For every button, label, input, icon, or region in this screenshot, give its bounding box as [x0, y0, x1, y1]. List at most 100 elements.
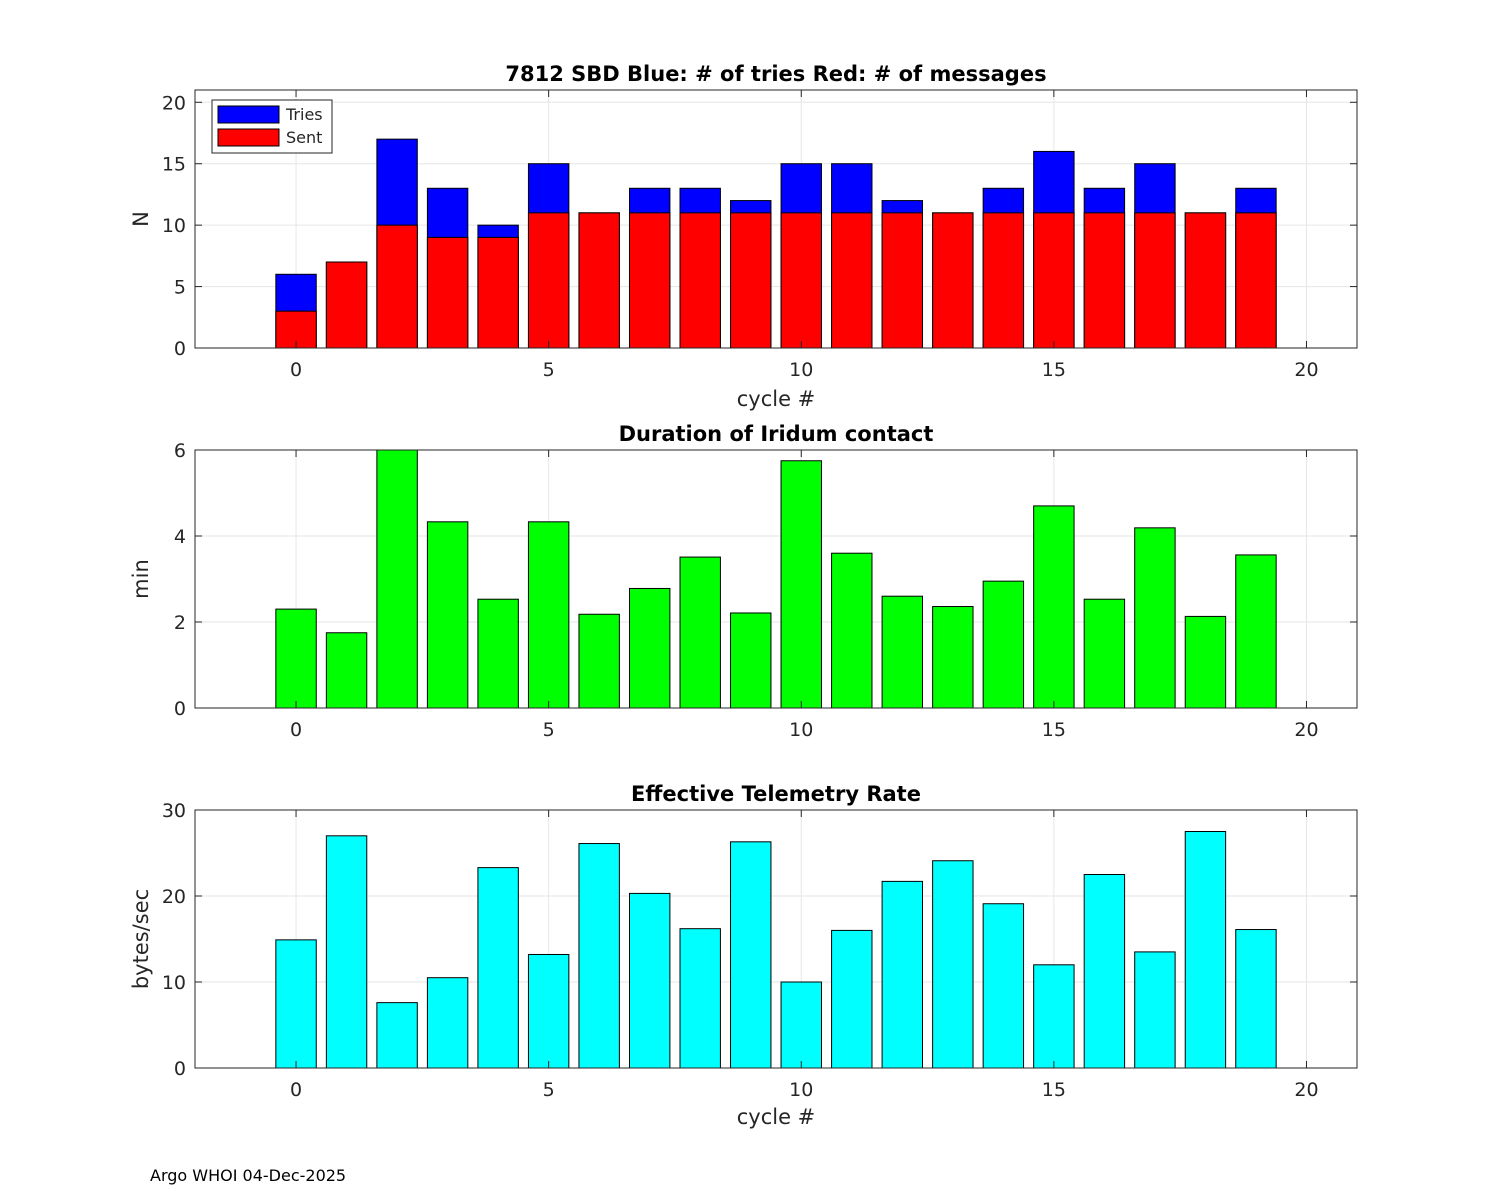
panel1-bar-sent-5 [527, 212, 570, 349]
panel2-bar-duration-13 [932, 606, 974, 709]
panel1-legend-swatch-tries [217, 105, 280, 124]
panel1-xtick-label: 20 [1294, 359, 1318, 381]
panel1-bar-sent-19 [1235, 212, 1277, 349]
panel2-axes-box [194, 449, 1358, 709]
panel1-xtick-label: 15 [1042, 359, 1066, 381]
panel1-ytick-label: 0 [174, 338, 186, 360]
panel2-xtick-label: 15 [1042, 719, 1066, 741]
panel2-bar-duration-5 [527, 521, 570, 709]
panel2-xtick-label: 0 [290, 719, 302, 741]
panel2-bar-duration-9 [730, 612, 772, 709]
panel2-bar-duration-4 [477, 598, 519, 709]
panel3-ytick-label: 20 [162, 886, 186, 908]
panel2-bar-duration-18 [1184, 615, 1227, 709]
panel1-xlabel: cycle # [737, 387, 816, 411]
panel3-bar-rate-4 [477, 867, 519, 1069]
panel3-xtick-label: 20 [1294, 1079, 1318, 1101]
panel3-bar-rate-12 [881, 880, 924, 1069]
panel2-plot-area [195, 450, 1357, 708]
panel1-bar-sent-2 [376, 224, 418, 349]
panel3-bar-rate-7 [628, 892, 671, 1069]
panel1-bar-sent-17 [1134, 212, 1176, 349]
panel2-bar-duration-16 [1083, 598, 1126, 709]
panel3-bar-rate-15 [1033, 964, 1075, 1069]
panel2-bar-duration-1 [325, 632, 368, 709]
panel1-bar-sent-7 [628, 212, 671, 349]
panel2-ytick-label: 6 [174, 440, 186, 462]
panel1-bar-sent-9 [730, 212, 772, 349]
panel3-bar-rate-19 [1235, 929, 1277, 1069]
panel2-bar-duration-2 [376, 449, 418, 709]
panel2-bar-duration-10 [780, 460, 822, 709]
panel1-ytick-label: 5 [174, 277, 186, 299]
panel1-bar-sent-1 [325, 261, 368, 349]
panel3-bar-rate-11 [831, 929, 873, 1069]
panel1-bar-sent-16 [1083, 212, 1126, 349]
panel2-bar-duration-6 [578, 613, 620, 709]
panel1-bar-sent-18 [1184, 212, 1227, 349]
panel2-xtick-label: 5 [543, 719, 555, 741]
panel1-ylabel: N [129, 211, 153, 227]
panel3-xtick-label: 0 [290, 1079, 302, 1101]
panel1-xtick-label: 0 [290, 359, 302, 381]
panel1-ytick-label: 20 [162, 92, 186, 114]
panel3-bar-rate-1 [325, 835, 368, 1069]
panel3-bar-rate-5 [527, 953, 570, 1069]
panel1-legend-swatch-sent [217, 128, 280, 147]
panel3-plot-area [195, 810, 1357, 1068]
footer-credit: Argo WHOI 04-Dec-2025 [150, 1166, 347, 1185]
panel3-axes-box [194, 809, 1358, 1069]
panel2-bar-duration-7 [628, 587, 671, 709]
panel1-legend-label-tries: Tries [285, 105, 323, 124]
panel3-xtick-label: 15 [1042, 1079, 1066, 1101]
panel1-xtick-label: 10 [789, 359, 813, 381]
panel3-ytick-label: 10 [162, 972, 186, 994]
panel1-bar-sent-6 [578, 212, 620, 349]
panel1-bar-sent-3 [426, 236, 469, 349]
panel2-bar-duration-11 [831, 552, 873, 709]
panel1-bar-sent-15 [1033, 212, 1075, 349]
panel1-xtick-label: 5 [543, 359, 555, 381]
panel2-bar-duration-0 [275, 608, 317, 709]
panel2-bar-duration-15 [1033, 505, 1075, 709]
panel2-bar-duration-19 [1235, 554, 1277, 709]
panel3-bar-rate-18 [1184, 831, 1227, 1069]
panel1-ytick-label: 15 [162, 154, 186, 176]
panel3-bar-rate-16 [1083, 874, 1126, 1069]
panel1-plot-area [195, 90, 1357, 348]
panel2-bar-duration-14 [982, 580, 1025, 709]
panel3-bar-rate-8 [679, 928, 721, 1069]
panel2-ylabel: min [129, 559, 153, 599]
panel2-title: Duration of Iridum contact [619, 422, 934, 446]
panel2-xtick-label: 20 [1294, 719, 1318, 741]
panel2-bar-duration-8 [679, 556, 721, 709]
panel2-bar-duration-3 [426, 521, 469, 709]
panel1-ytick-label: 10 [162, 215, 186, 237]
panel3-bar-rate-9 [730, 841, 772, 1069]
panel2-ytick-label: 2 [174, 612, 186, 634]
panel3-xtick-label: 5 [543, 1079, 555, 1101]
panel2-bar-duration-17 [1134, 527, 1176, 709]
panel3-bar-rate-6 [578, 843, 620, 1069]
panel3-bar-rate-10 [780, 981, 822, 1069]
panel3-bar-rate-0 [275, 939, 317, 1069]
panel3-bar-rate-14 [982, 903, 1025, 1069]
panel3-bar-rate-13 [932, 860, 974, 1069]
panel2-xtick-label: 10 [789, 719, 813, 741]
panel1-bar-sent-8 [679, 212, 721, 349]
panel3-bar-rate-17 [1134, 951, 1176, 1069]
panel3-ytick-label: 0 [174, 1058, 186, 1080]
panel1-title: 7812 SBD Blue: # of tries Red: # of mess… [505, 62, 1046, 86]
panel1-bar-sent-11 [831, 212, 873, 349]
panel3-bar-rate-2 [376, 1002, 418, 1069]
panel1-bar-sent-4 [477, 236, 519, 349]
panel2-bar-duration-12 [881, 595, 924, 709]
panel3-xtick-label: 10 [789, 1079, 813, 1101]
panel3-ylabel: bytes/sec [129, 889, 153, 989]
panel1-bar-sent-10 [780, 212, 822, 349]
panel3-ytick-label: 30 [162, 800, 186, 822]
panel2-ytick-label: 4 [174, 526, 186, 548]
panel2-ytick-label: 0 [174, 698, 186, 720]
panel1-axes-box [194, 89, 1358, 349]
